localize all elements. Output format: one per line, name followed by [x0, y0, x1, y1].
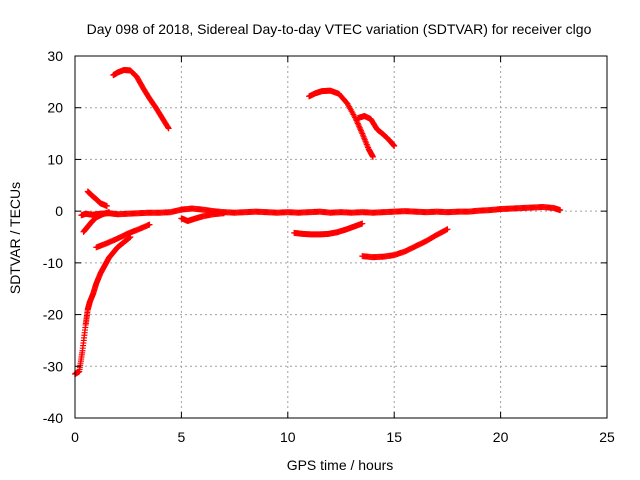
data-point	[146, 221, 153, 228]
x-tick-label: 0	[71, 429, 79, 445]
data-point	[444, 226, 451, 233]
y-tick-label: 10	[47, 151, 63, 167]
series-arc-7	[178, 210, 227, 224]
series-arc-9	[291, 220, 366, 238]
y-tick-label: -30	[43, 358, 63, 374]
series-arc-4	[78, 204, 564, 219]
data-point	[165, 125, 172, 132]
data-point	[391, 142, 398, 149]
series-arc-5	[84, 188, 110, 209]
data-points	[72, 66, 564, 378]
data-point	[106, 209, 113, 216]
y-tick-label: -20	[43, 307, 63, 323]
y-tick-label: -40	[43, 410, 63, 426]
x-tick-label: 10	[280, 429, 296, 445]
series-arc-3	[355, 112, 398, 149]
data-point	[557, 207, 564, 214]
plot-frame	[74, 55, 608, 419]
series-arc-2	[306, 87, 376, 160]
x-tick-label: 5	[178, 429, 186, 445]
data-point	[164, 124, 171, 131]
x-tick-label: 20	[493, 429, 509, 445]
x-tick-label: 25	[599, 429, 615, 445]
series-arc-6	[80, 209, 113, 235]
y-tick-label: -10	[43, 255, 63, 271]
data-point	[220, 210, 227, 217]
data-point	[103, 202, 110, 209]
x-tick-label: 15	[386, 429, 402, 445]
series-arc-11	[72, 234, 134, 378]
y-tick-label: 30	[47, 48, 63, 64]
y-tick-label: 0	[55, 203, 63, 219]
data-point	[369, 153, 376, 160]
x-axis-label: GPS time / hours	[287, 457, 394, 473]
y-tick-label: 20	[47, 100, 63, 116]
data-point	[359, 220, 366, 227]
series-arc-8	[93, 221, 153, 251]
chart-title: Day 098 of 2018, Sidereal Day-to-day VTE…	[87, 21, 592, 37]
y-axis-label: SDTVAR / TECUs	[7, 182, 23, 294]
series-arc-1	[110, 66, 172, 132]
axis-ticks: 0 5 10 15 20 25 -40 -30 -20 -10 0 10 20 30	[43, 48, 615, 445]
series-arc-10	[359, 226, 451, 261]
data-point	[127, 234, 134, 240]
